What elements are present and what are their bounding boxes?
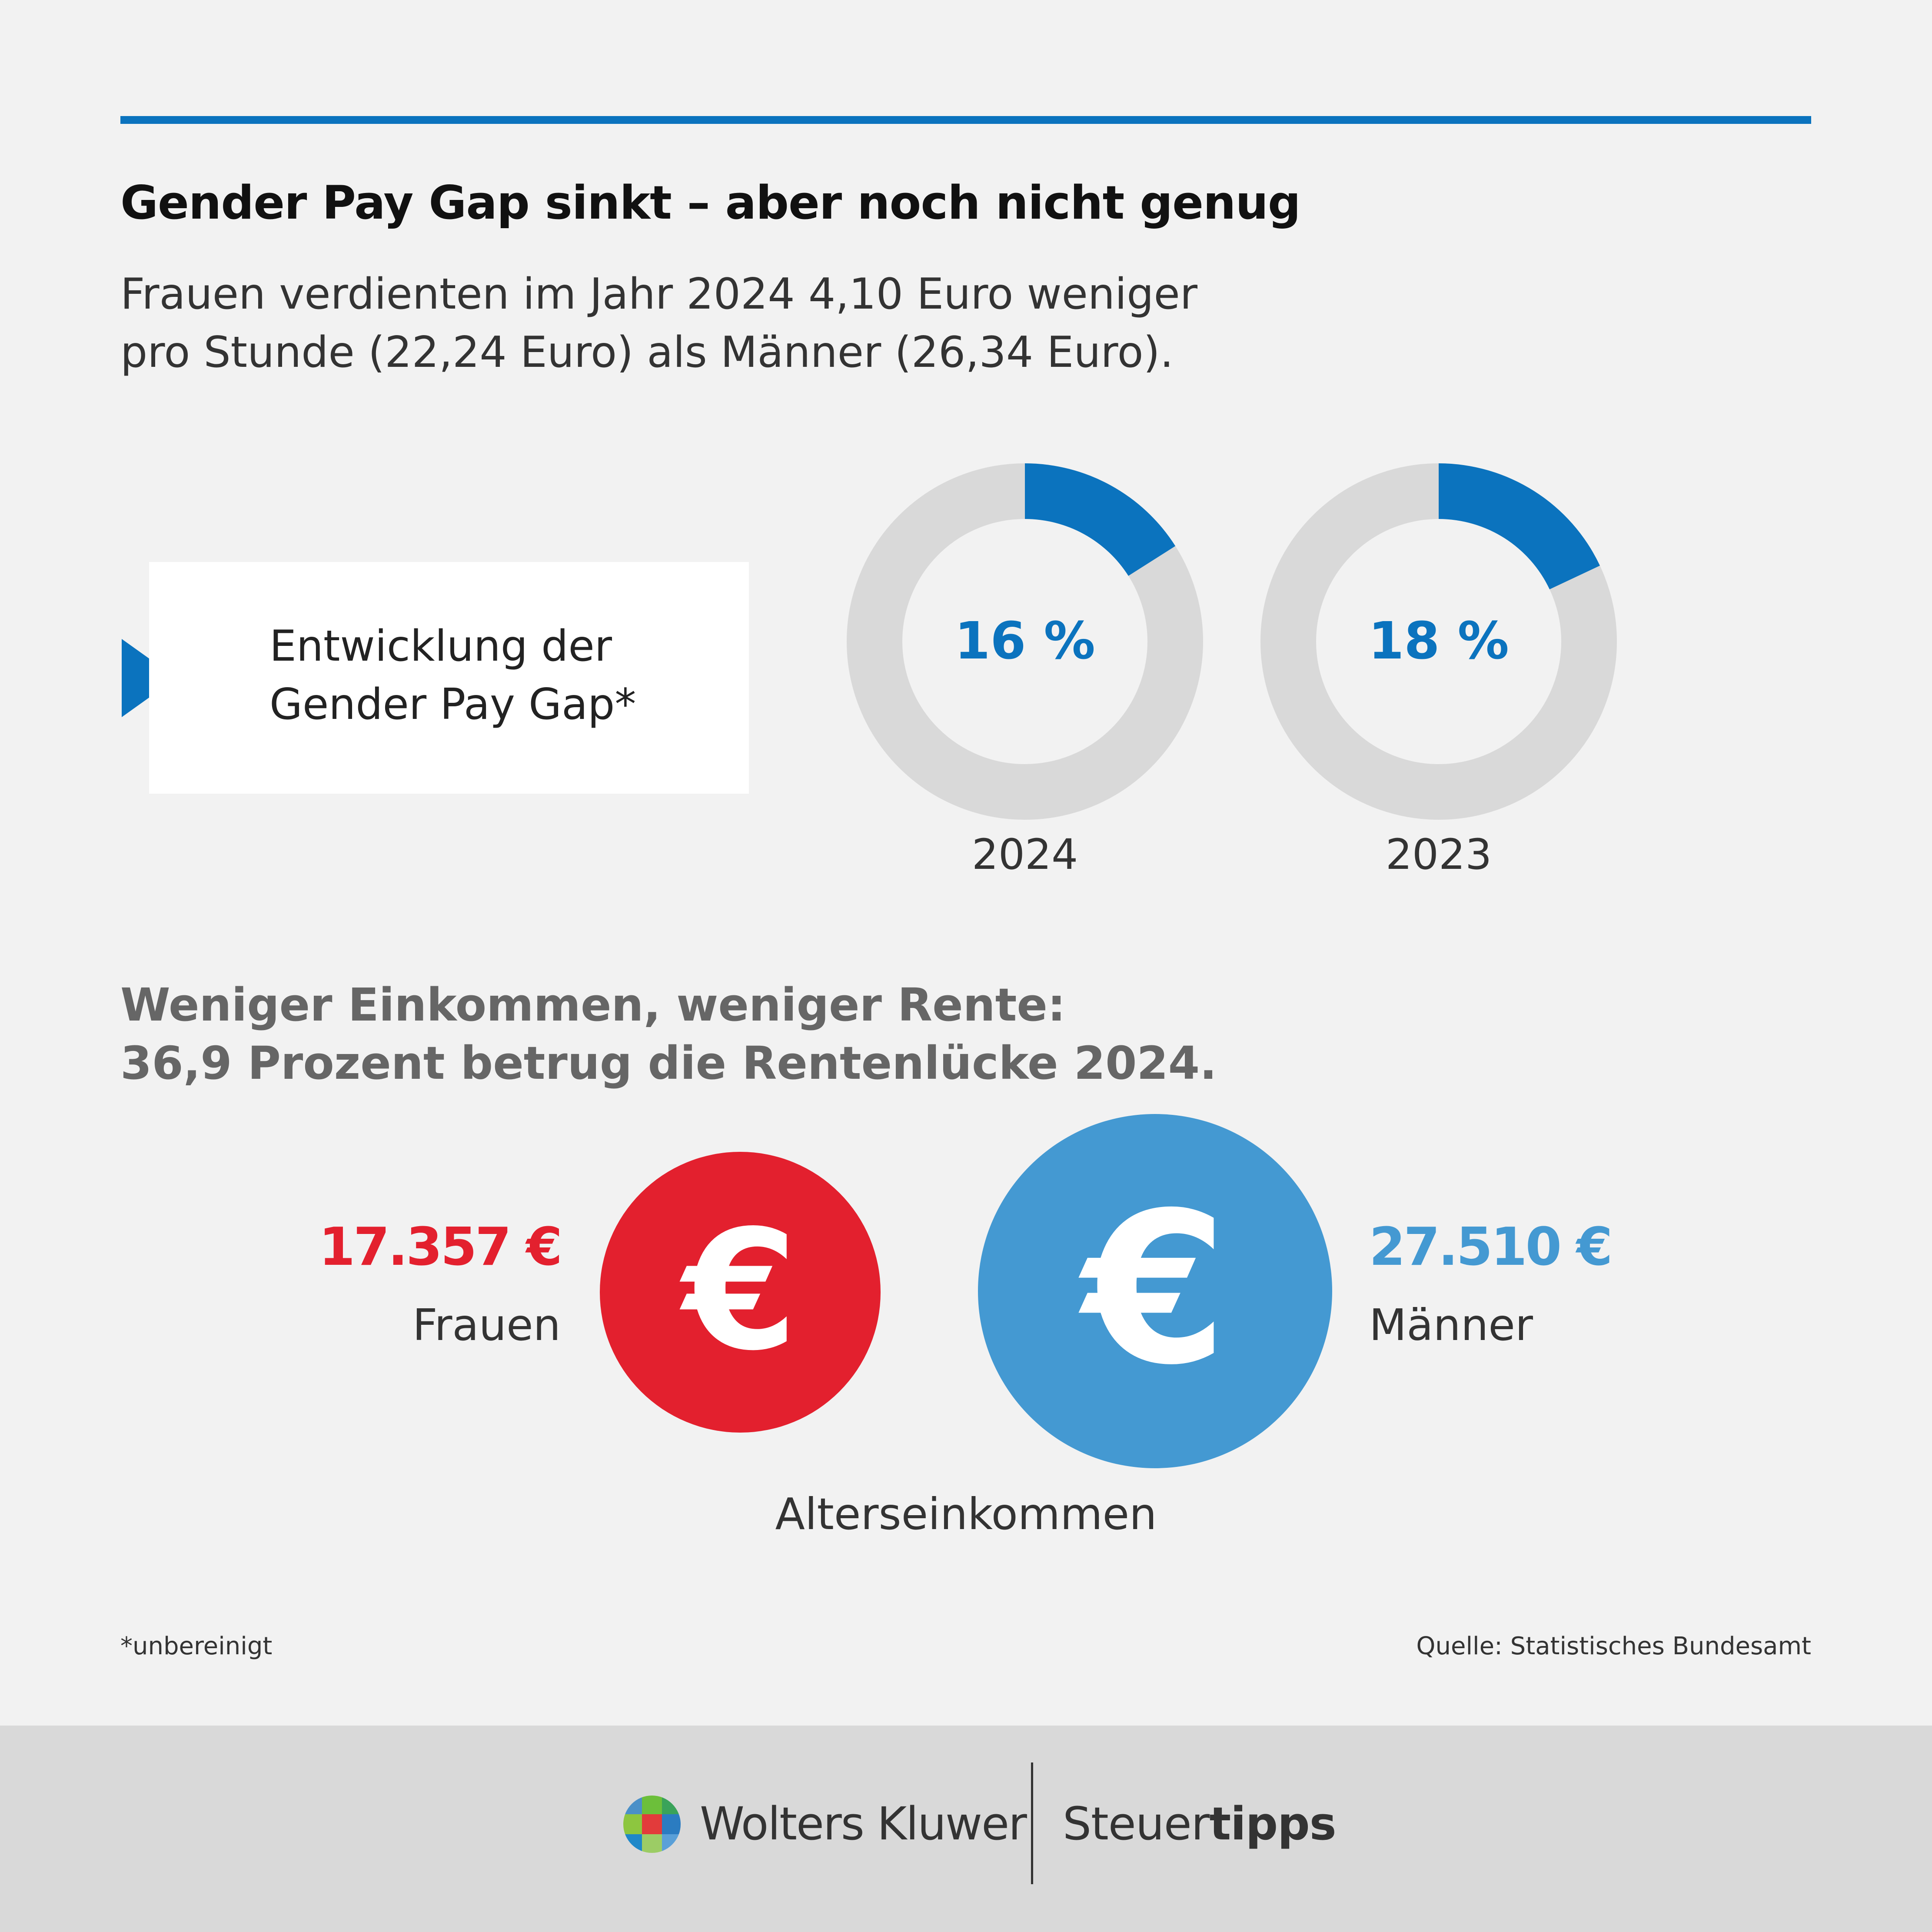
men-pension-label: Männer [1369,1300,1533,1350]
women-pension-label: Frauen [412,1300,561,1350]
footnote: *unbereinigt [120,1632,273,1660]
pension-heading: Weniger Einkommen, weniger Rente: 36,9 P… [120,976,1217,1092]
subtitle-line-1: Frauen verdienten im Jahr 2024 4,10 Euro… [120,269,1198,319]
source-note: Quelle: Statistisches Bundesamt [1416,1632,1811,1660]
donut-chart-2024 [847,463,1203,820]
wolters-kluwer-logo-icon [623,1796,681,1853]
euro-coin-men-icon: € [978,1114,1332,1468]
top-rule [120,116,1811,124]
product-name-bold: tipps [1209,1797,1336,1850]
euro-coin-women-icon: € [600,1152,881,1433]
men-pension-amount: 27.510 € [1369,1217,1613,1277]
pension-heading-line-1: Weniger Einkommen, weniger Rente: [120,978,1066,1031]
donut-value-2023: 18 % [1368,611,1509,671]
subtitle-line-2: pro Stunde (22,24 Euro) als Männer (26,3… [120,328,1174,377]
donut-arc-2024 [1025,463,1176,576]
donut-year-2023: 2023 [1385,830,1492,879]
gap-card-line-1: Entwicklung der [269,622,612,671]
footer-divider [1031,1762,1033,1884]
pension-caption: Alterseinkommen [775,1489,1157,1540]
gap-card [149,562,749,794]
brand-name: Wolters Kluwer [700,1797,1027,1850]
donut-chart-2023 [1260,463,1617,820]
page-title: Gender Pay Gap sinkt – aber noch nicht g… [120,176,1301,229]
product-name-regular: Steuer [1063,1797,1210,1850]
women-pension-amount: 17.357 € [319,1217,562,1277]
footer-bar [0,1726,1932,1932]
gap-card-label: Entwicklung der Gender Pay Gap* [269,617,636,734]
gap-card-line-2: Gender Pay Gap* [269,680,636,729]
donut-year-2024: 2024 [971,830,1078,879]
donut-value-2024: 16 % [954,611,1095,671]
page-subtitle: Frauen verdienten im Jahr 2024 4,10 Euro… [120,265,1197,382]
donut-arc-2023 [1439,463,1600,589]
product-name: Steuertipps [1063,1797,1337,1850]
pension-heading-line-2: 36,9 Prozent betrug die Rentenlücke 2024… [120,1037,1217,1090]
